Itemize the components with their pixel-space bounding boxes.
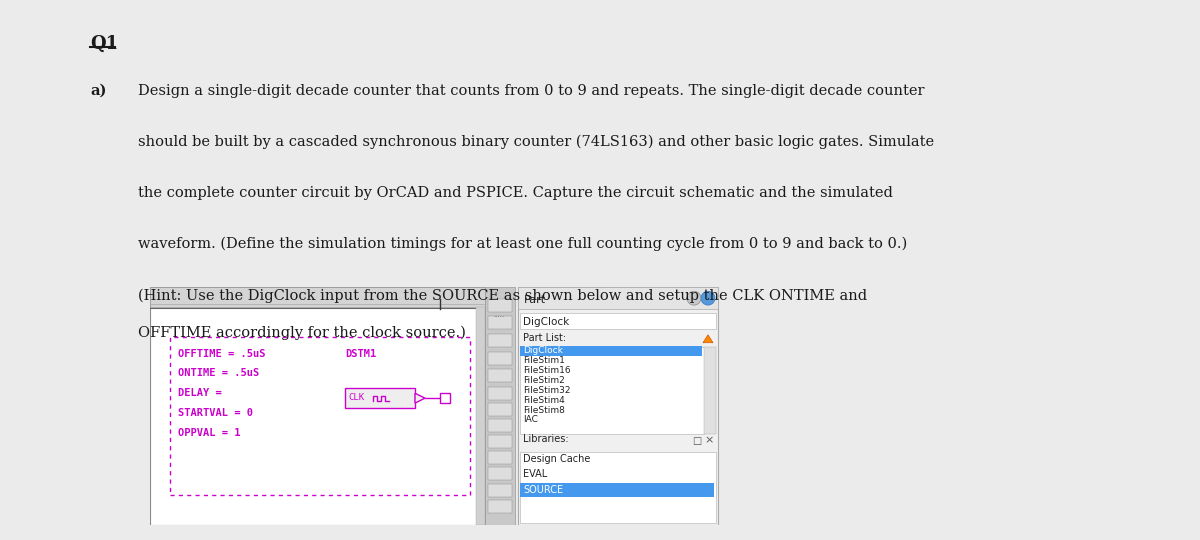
Bar — [518, 287, 718, 309]
Bar — [518, 287, 718, 525]
Text: IAC: IAC — [523, 415, 538, 424]
Text: DigClock: DigClock — [523, 317, 569, 327]
Text: FileStim4: FileStim4 — [523, 396, 565, 404]
Bar — [520, 451, 716, 523]
Bar — [488, 352, 512, 365]
Text: waveform. (Define the simulation timings for at least one full counting cycle fr: waveform. (Define the simulation timings… — [138, 237, 907, 252]
Bar — [488, 369, 512, 382]
Text: DELAY =: DELAY = — [178, 388, 222, 398]
Bar — [485, 287, 515, 525]
Bar — [488, 468, 512, 481]
Bar — [488, 500, 512, 513]
Bar — [170, 337, 470, 495]
Text: STARTVAL = 0: STARTVAL = 0 — [178, 408, 253, 418]
Bar — [488, 450, 512, 463]
Text: FileStim16: FileStim16 — [523, 366, 571, 375]
Text: (Hint: Use the DigClock input from the SOURCE as shown below and setup the CLK O: (Hint: Use the DigClock input from the S… — [138, 288, 868, 303]
Text: FileStim1: FileStim1 — [523, 356, 565, 365]
Text: the complete counter circuit by OrCAD and PSPICE. Capture the circuit schematic : the complete counter circuit by OrCAD an… — [138, 186, 893, 200]
Text: OPPVAL = 1: OPPVAL = 1 — [178, 428, 240, 438]
Text: .....: ..... — [493, 312, 504, 318]
Circle shape — [686, 291, 701, 305]
Text: ×: × — [704, 436, 713, 446]
Bar — [520, 313, 716, 329]
Bar — [476, 307, 485, 525]
Bar — [520, 483, 714, 497]
Bar — [440, 393, 450, 403]
Text: Part: Part — [524, 295, 546, 305]
Bar — [704, 347, 716, 434]
Text: CLK: CLK — [348, 393, 364, 402]
Text: ONTIME = .5uS: ONTIME = .5uS — [178, 368, 259, 379]
Text: FileStim32: FileStim32 — [523, 386, 570, 395]
Text: Design Cache: Design Cache — [523, 454, 590, 463]
Bar — [488, 299, 512, 312]
Bar — [520, 347, 704, 434]
Text: Q1: Q1 — [90, 35, 118, 52]
Text: should be built by a cascaded synchronous binary counter (74LS163) and other bas: should be built by a cascaded synchronou… — [138, 134, 934, 149]
Text: SOURCE: SOURCE — [523, 485, 563, 495]
Bar — [150, 287, 485, 307]
Text: DigClock: DigClock — [523, 346, 563, 355]
Text: OFFTIME = .5uS: OFFTIME = .5uS — [178, 348, 265, 359]
Text: DSTM1: DSTM1 — [346, 348, 377, 359]
Bar — [488, 334, 512, 347]
Text: OFFTIME accordingly for the clock source.): OFFTIME accordingly for the clock source… — [138, 326, 466, 341]
Text: FileStim8: FileStim8 — [523, 406, 565, 415]
Text: a): a) — [90, 84, 107, 98]
Bar — [488, 387, 512, 400]
Circle shape — [701, 291, 715, 305]
Bar — [346, 388, 415, 408]
Bar — [520, 346, 702, 355]
Bar — [150, 287, 485, 525]
Text: □: □ — [692, 436, 701, 446]
Text: Part List:: Part List: — [523, 333, 566, 343]
Text: FileStim2: FileStim2 — [523, 376, 565, 385]
Polygon shape — [703, 335, 713, 343]
Bar — [488, 484, 512, 497]
Text: Design a single-digit decade counter that counts from 0 to 9 and repeats. The si: Design a single-digit decade counter tha… — [138, 84, 924, 98]
Bar — [488, 435, 512, 448]
Polygon shape — [415, 393, 425, 403]
Bar — [488, 316, 512, 329]
Text: EVAL: EVAL — [523, 469, 547, 480]
Bar — [488, 419, 512, 432]
Text: Libraries:: Libraries: — [523, 434, 569, 444]
Bar — [488, 403, 512, 416]
